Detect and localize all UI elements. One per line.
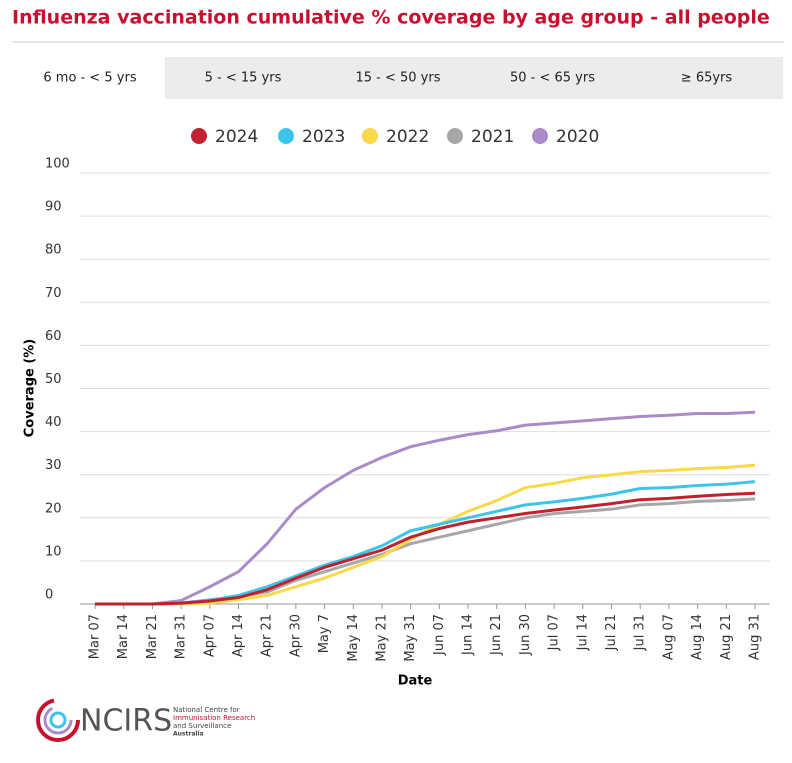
legend-marker [532,128,548,144]
x-axis-title: Date [398,674,433,689]
x-tick-label: Jun 21 [489,614,504,656]
tab[interactable]: 15 - < 50 yrs [355,71,440,86]
legend-marker [447,128,463,144]
y-tick-label: 100 [45,157,70,172]
series-line [95,491,756,606]
x-tick-label: Aug 14 [690,614,705,660]
legend-label: 2022 [386,127,429,147]
logo-line: Australia [173,731,204,738]
x-tick-label: May 31 [403,614,418,662]
logo-line: Immunisation Research [173,714,255,722]
x-tick-label: Mar 31 [174,614,189,659]
x-tick-label: Mar 14 [116,614,131,659]
x-tick-label: May 14 [346,614,361,662]
x-tick-label: Jul 31 [633,614,648,651]
logo-ring [36,698,80,742]
tab[interactable]: 50 - < 65 yrs [510,71,595,86]
y-tick-label: 40 [45,415,62,430]
logo-line: and Surveillance [173,722,231,730]
x-tick-label: Jun 07 [432,614,447,656]
y-tick-label: 20 [45,501,62,516]
x-tick-label: Jun 14 [461,614,476,656]
logo: NCIRS National Centre for Immunisation R… [36,698,255,742]
chart: 0 10 20 30 40 50 60 70 80 90 100 Mar 07 Mar 14 Mar 21… [23,127,770,689]
x-tick-label: Apr 07 [202,614,217,657]
series-line [95,410,756,606]
x-tick-label: Mar 21 [145,614,160,659]
legend-marker [362,128,378,144]
logo-ring [49,711,67,729]
y-tick-label: 60 [45,329,62,344]
tab[interactable]: 5 - < 15 yrs [205,71,282,86]
tabs: 6 mo - < 5 yrs 5 - < 15 yrs 15 - < 50 yrs 5… [15,57,732,101]
logo-name: NCIRS [80,704,172,739]
legend-label: 2023 [302,127,345,147]
tab-active[interactable] [15,57,165,101]
logo-ring [43,705,73,735]
x-tick-label: May 7 [317,614,332,653]
x-tick-label: Apr 30 [288,614,303,657]
legend-label: 2024 [215,127,258,147]
x-tick-label: Jul 14 [575,614,590,651]
y-axis-title: Coverage (%) [23,339,38,438]
title: Influenza vaccination cumulative % cover… [12,7,770,29]
y-tick-label: 10 [45,544,62,559]
x-tick-label: Mar 07 [88,614,103,659]
x-tick-label: Aug 21 [719,614,734,660]
y-tick-label: 80 [45,243,62,258]
legend-label: 2020 [556,127,599,147]
legend-marker [278,128,294,144]
y-tick-label: 50 [45,372,62,387]
x-tick-label: Jun 30 [518,614,533,656]
x-tick-label: Aug 07 [661,614,676,660]
legend-label: 2021 [471,127,514,147]
series-line [95,497,756,606]
legend-marker [191,128,207,144]
y-tick-label: 70 [45,286,62,301]
x-tick-label: Jul 07 [547,614,562,651]
x-tick-label: Apr 14 [231,614,246,657]
y-tick-label: 90 [45,200,62,215]
x-tick-label: Aug 31 [748,614,763,660]
y-tick-label: 30 [45,458,62,473]
x-tick-label: Apr 21 [260,614,275,657]
series-line [95,463,756,606]
y-tick-label: 0 [45,588,53,603]
tab[interactable]: ≥ 65yrs [681,71,733,86]
tab[interactable]: 6 mo - < 5 yrs [43,71,136,86]
x-tick-label: May 21 [374,614,389,662]
logo-line: National Centre for [173,706,240,714]
x-tick-label: Jul 21 [604,614,619,651]
